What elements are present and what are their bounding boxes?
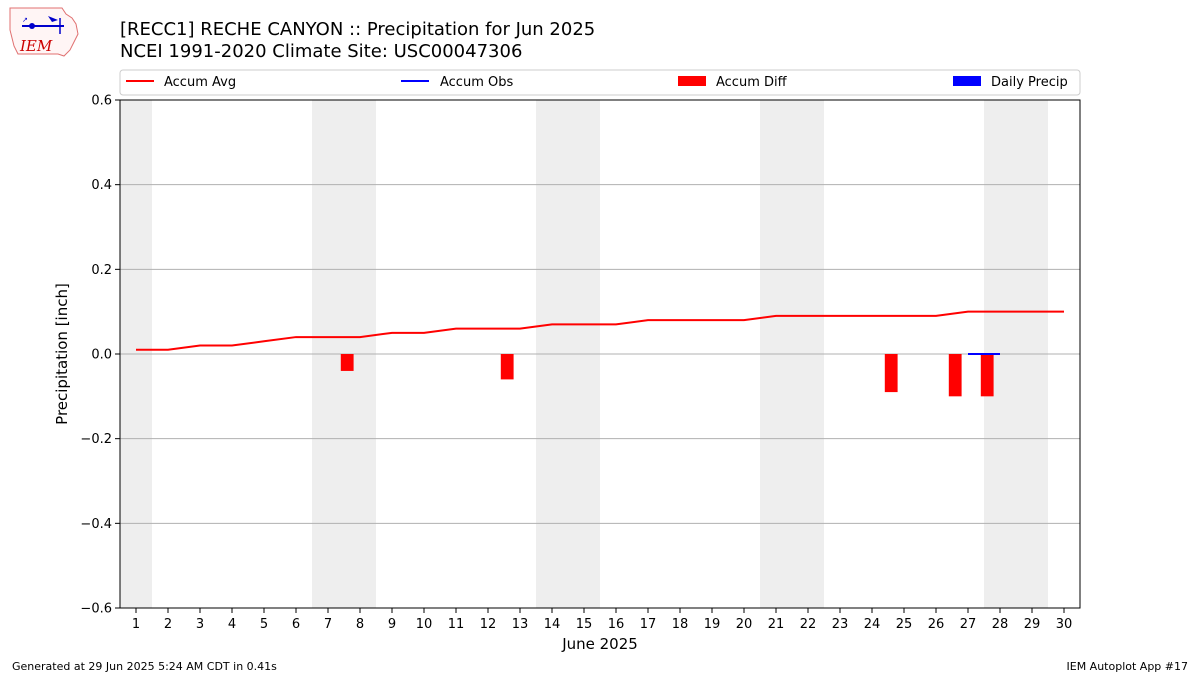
chart-title: [RECC1] RECHE CANYON :: Precipitation fo…: [120, 19, 595, 40]
logo-text: IEM: [19, 37, 53, 55]
x-tick-label-18: 18: [672, 617, 689, 632]
x-tick-label-26: 26: [928, 617, 945, 632]
x-tick-label-7: 7: [324, 617, 332, 632]
x-tick-label-12: 12: [480, 617, 497, 632]
x-tick-label-14: 14: [544, 617, 561, 632]
x-tick-label-17: 17: [640, 617, 657, 632]
x-tick-label-27: 27: [960, 617, 977, 632]
x-tick-label-6: 6: [292, 617, 300, 632]
x-tick-label-5: 5: [260, 617, 268, 632]
y-tick-label-6: 0.6: [91, 94, 112, 109]
footer-app-id: IEM Autoplot App #17: [1067, 660, 1189, 673]
x-tick-label-2: 2: [164, 617, 172, 632]
x-tick-label-11: 11: [448, 617, 465, 632]
accum-diff-bar-day-28: [980, 354, 994, 397]
series-lines: [136, 310, 1064, 355]
x-axis-ticks: 1 2 3 4 5 6 7 8 9 10 11 12 13 14 15 16 17 18 19 20 21 22 23 24 2…: [132, 608, 1072, 632]
y-tick-label-4: 0.2: [91, 263, 112, 278]
x-tick-label-8: 8: [356, 617, 364, 632]
x-tick-label-16: 16: [608, 617, 625, 632]
iem-logo: ↗ IEM: [9, 7, 79, 57]
y-axis-ticks: −0.6 −0.4 −0.2 0.0 0.2 0.4 0.6: [80, 94, 120, 617]
x-tick-label-22: 22: [800, 617, 817, 632]
x-tick-label-30: 30: [1056, 617, 1073, 632]
x-tick-label-13: 13: [512, 617, 529, 632]
accum-diff-bar-day-25: [884, 354, 898, 393]
y-tick-label-2: −0.2: [80, 432, 112, 447]
legend-frame: [119, 69, 1081, 96]
y-tick-label-5: 0.4: [91, 178, 112, 193]
legend: Accum Avg Accum Obs Accum Diff Daily Pre…: [119, 69, 1081, 96]
x-tick-label-21: 21: [768, 617, 785, 632]
legend-swatch-accum-diff: [678, 76, 706, 86]
legend-swatch-daily-precip: [953, 76, 981, 86]
legend-label-accum-avg: Accum Avg: [164, 75, 236, 90]
x-tick-label-15: 15: [576, 617, 593, 632]
y-tick-label-3: 0.0: [91, 348, 112, 363]
accum-diff-bars: [340, 354, 994, 397]
x-tick-label-9: 9: [388, 617, 396, 632]
svg-text:↗: ↗: [22, 16, 28, 24]
x-tick-label-3: 3: [196, 617, 204, 632]
x-tick-label-29: 29: [1024, 617, 1041, 632]
accum-diff-bar-day-8: [340, 354, 354, 371]
x-tick-label-23: 23: [832, 617, 849, 632]
y-tick-label-0: −0.6: [80, 602, 112, 617]
legend-label-accum-obs: Accum Obs: [440, 75, 513, 90]
x-tick-label-20: 20: [736, 617, 753, 632]
y-tick-label-1: −0.4: [80, 517, 112, 532]
accum-avg-line: [136, 310, 1064, 351]
x-tick-label-25: 25: [896, 617, 913, 632]
footer-generated: Generated at 29 Jun 2025 5:24 AM CDT in …: [12, 660, 277, 673]
x-tick-label-19: 19: [704, 617, 721, 632]
y-axis-label: Precipitation [inch]: [53, 283, 71, 425]
x-tick-label-1: 1: [132, 617, 140, 632]
x-tick-label-4: 4: [228, 617, 236, 632]
chart-subtitle: NCEI 1991-2020 Climate Site: USC00047306: [120, 41, 522, 62]
x-tick-label-28: 28: [992, 617, 1009, 632]
gridlines: [120, 184, 1080, 524]
accum-diff-bar-day-27: [948, 354, 962, 397]
x-axis-label: June 2025: [561, 635, 638, 653]
accum-diff-bar-day-13: [500, 354, 514, 380]
legend-label-accum-diff: Accum Diff: [716, 75, 788, 90]
legend-label-daily-precip: Daily Precip: [991, 75, 1068, 90]
x-tick-label-24: 24: [864, 617, 881, 632]
x-tick-label-10: 10: [416, 617, 433, 632]
